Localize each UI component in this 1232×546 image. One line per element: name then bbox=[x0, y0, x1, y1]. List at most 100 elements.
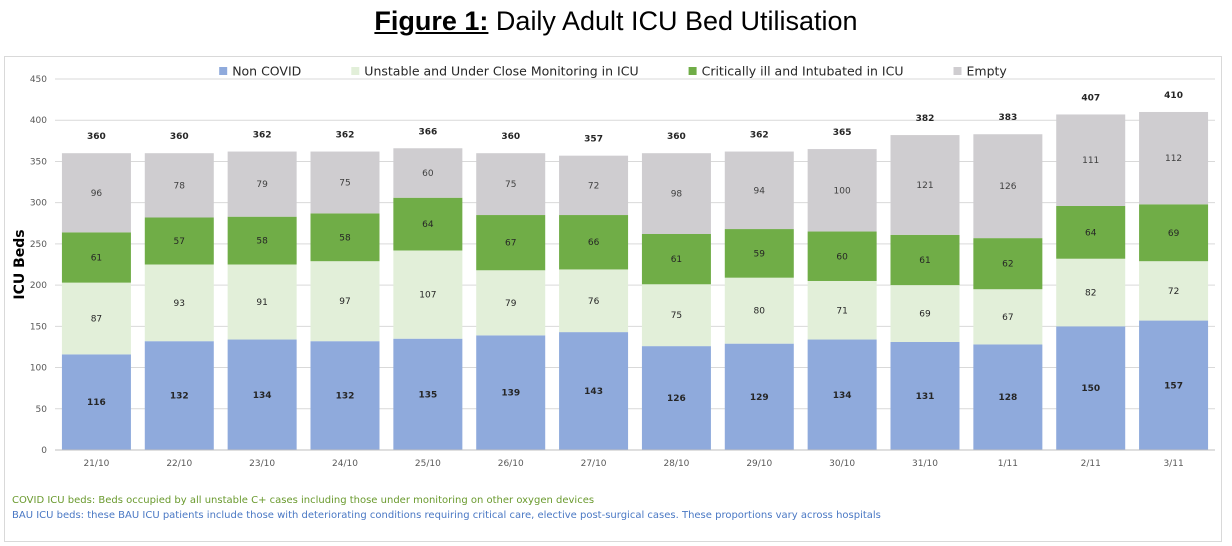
bar-segment-4 bbox=[641, 153, 711, 234]
bar-segment-3 bbox=[227, 216, 297, 265]
data-label: 98 bbox=[671, 190, 683, 200]
total-label: 357 bbox=[584, 135, 603, 145]
data-label: 97 bbox=[339, 297, 350, 307]
bar-segment-1 bbox=[144, 341, 214, 450]
bar-segment-3 bbox=[1056, 205, 1126, 259]
data-label: 139 bbox=[501, 389, 520, 399]
legend-swatch-2 bbox=[351, 67, 360, 75]
data-label: 67 bbox=[505, 239, 516, 249]
bar-segment-1 bbox=[310, 341, 380, 450]
bar-segment-1 bbox=[559, 332, 629, 450]
legend-swatch-1 bbox=[219, 67, 228, 75]
data-label: 111 bbox=[1082, 156, 1099, 166]
bar-segment-4 bbox=[1139, 111, 1209, 205]
data-label: 61 bbox=[91, 253, 102, 263]
data-label: 59 bbox=[754, 249, 766, 259]
bar-segment-4 bbox=[807, 149, 877, 232]
bar-segment-4 bbox=[227, 151, 297, 217]
x-tick-label: 3/11 bbox=[1163, 459, 1183, 469]
data-label: 112 bbox=[1165, 154, 1182, 164]
bar-segment-3 bbox=[890, 234, 960, 286]
figure-title: Figure 1: Daily Adult ICU Bed Utilisatio… bbox=[0, 6, 1232, 37]
data-label: 64 bbox=[1085, 228, 1097, 238]
data-label: 126 bbox=[667, 394, 686, 404]
bar-segment-1 bbox=[1056, 326, 1126, 450]
data-label: 134 bbox=[253, 391, 272, 401]
chart-frame: 0 50 100 150 200 250 300 350 400 450 ICU Beds 116 87… bbox=[4, 56, 1222, 542]
x-tick-label: 22/10 bbox=[166, 459, 192, 469]
x-tick-label: 26/10 bbox=[498, 459, 524, 469]
data-label: 134 bbox=[833, 391, 852, 401]
data-label: 87 bbox=[91, 315, 102, 325]
bar-segment-3 bbox=[559, 215, 629, 270]
data-label: 62 bbox=[1002, 260, 1013, 270]
y-tick-label: 300 bbox=[30, 199, 47, 209]
legend-swatch-4 bbox=[953, 67, 962, 75]
y-axis-label: ICU Beds bbox=[12, 229, 28, 299]
total-label: 410 bbox=[1164, 91, 1183, 101]
bar-segment-2 bbox=[890, 285, 960, 342]
bau-beds-note: BAU ICU beds: these BAU ICU patients inc… bbox=[12, 510, 881, 521]
bar-segment-1 bbox=[393, 338, 463, 450]
bar-segment-1 bbox=[61, 354, 131, 450]
x-tick-label: 30/10 bbox=[829, 459, 855, 469]
y-tick-label: 100 bbox=[30, 364, 47, 374]
data-label: 135 bbox=[418, 390, 437, 400]
data-label: 57 bbox=[174, 237, 185, 247]
data-label: 79 bbox=[256, 180, 268, 190]
bar-segment-2 bbox=[641, 284, 711, 347]
bar-segment-2 bbox=[807, 280, 877, 340]
x-tick-label: 29/10 bbox=[746, 459, 772, 469]
bar-segment-2 bbox=[227, 264, 297, 340]
total-label: 383 bbox=[998, 113, 1017, 123]
data-label: 72 bbox=[1168, 287, 1179, 297]
y-tick-label: 350 bbox=[30, 157, 47, 167]
y-tick-label: 50 bbox=[36, 405, 48, 415]
data-label: 75 bbox=[339, 178, 350, 188]
bar-segment-2 bbox=[973, 289, 1043, 345]
data-label: 126 bbox=[999, 182, 1016, 192]
data-label: 93 bbox=[174, 299, 185, 309]
data-label: 75 bbox=[505, 180, 516, 190]
bar-segment-4 bbox=[144, 153, 214, 218]
y-tick-label: 200 bbox=[30, 281, 47, 291]
x-tick-label: 2/11 bbox=[1081, 459, 1101, 469]
total-label: 360 bbox=[170, 132, 189, 142]
total-label: 366 bbox=[418, 127, 437, 137]
bar-segment-3 bbox=[1139, 204, 1209, 262]
bar-segment-4 bbox=[476, 153, 546, 216]
y-tick-label: 0 bbox=[41, 446, 47, 456]
bar-segment-1 bbox=[476, 335, 546, 450]
data-label: 72 bbox=[588, 181, 599, 191]
bar-segment-3 bbox=[144, 217, 214, 265]
bar-segment-1 bbox=[890, 341, 960, 450]
data-label: 71 bbox=[836, 306, 847, 316]
total-label: 362 bbox=[253, 131, 272, 141]
y-tick-label: 150 bbox=[30, 322, 47, 332]
data-label: 66 bbox=[588, 238, 600, 248]
data-label: 128 bbox=[998, 393, 1017, 403]
total-label: 360 bbox=[87, 132, 106, 142]
bar-segment-2 bbox=[61, 282, 131, 355]
bar-segment-2 bbox=[724, 277, 794, 344]
data-label: 131 bbox=[916, 392, 935, 402]
bar-segment-2 bbox=[476, 270, 546, 336]
bar-segment-1 bbox=[807, 339, 877, 450]
bar-segment-1 bbox=[724, 343, 794, 450]
data-label: 79 bbox=[505, 299, 517, 309]
x-tick-label: 1/11 bbox=[998, 459, 1018, 469]
x-tick-label: 28/10 bbox=[663, 459, 689, 469]
data-label: 78 bbox=[174, 181, 186, 191]
bar-segment-3 bbox=[393, 197, 463, 251]
legend-label: Non COVID bbox=[232, 64, 301, 79]
bar-segment-1 bbox=[641, 346, 711, 450]
bar-segment-2 bbox=[310, 261, 380, 342]
bar-segment-2 bbox=[1139, 261, 1209, 321]
data-label: 58 bbox=[256, 237, 268, 247]
figure-title-text: Daily Adult ICU Bed Utilisation bbox=[488, 6, 858, 36]
bar-segment-3 bbox=[476, 215, 546, 271]
data-label: 91 bbox=[256, 298, 267, 308]
data-label: 96 bbox=[91, 189, 103, 199]
data-label: 132 bbox=[336, 392, 355, 402]
bar-segment-3 bbox=[724, 229, 794, 278]
